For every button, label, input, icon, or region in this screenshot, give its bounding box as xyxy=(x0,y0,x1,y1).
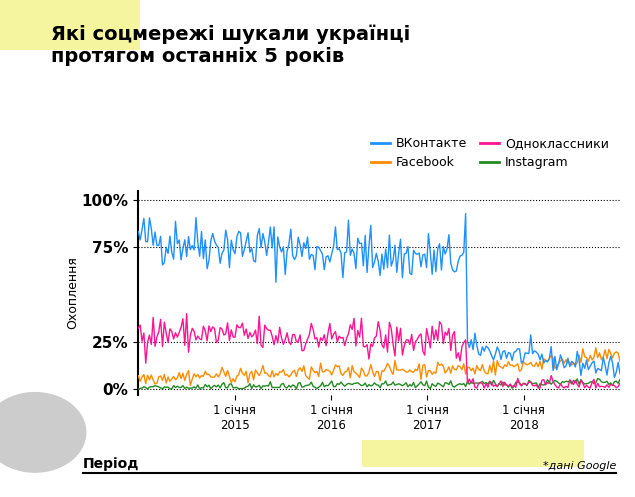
Text: *дані Google: *дані Google xyxy=(542,461,616,471)
Y-axis label: Охоплення: Охоплення xyxy=(66,256,79,329)
Text: Які соцмережі шукали українці
протягом останніх 5 років: Які соцмережі шукали українці протягом о… xyxy=(51,25,410,66)
Text: Період: Період xyxy=(83,457,139,471)
Legend: ВКонтакте, Facebook, Одноклассники, Instagram: ВКонтакте, Facebook, Одноклассники, Inst… xyxy=(366,132,614,174)
